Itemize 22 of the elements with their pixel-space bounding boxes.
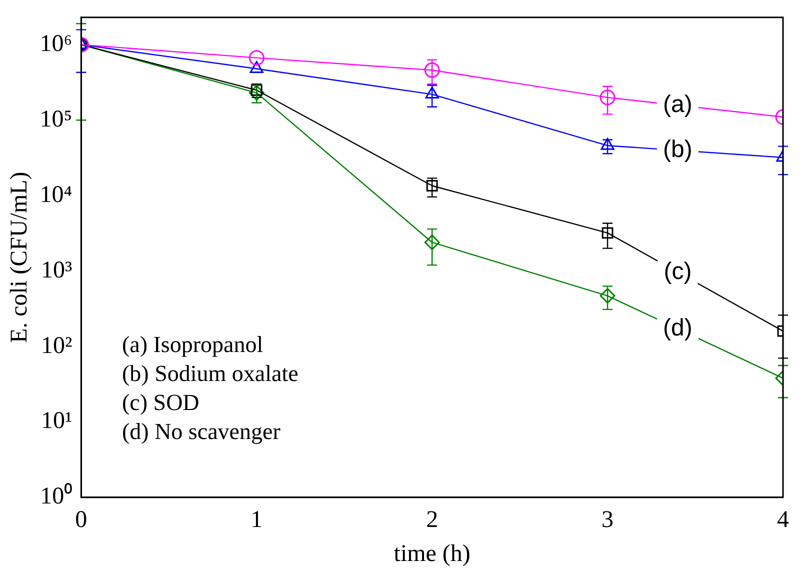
- y-tick-label: 10⁶: [40, 30, 72, 57]
- y-tick-label: 10²: [40, 332, 72, 359]
- x-tick-label: 2: [426, 507, 438, 534]
- series-label: (a): [663, 90, 692, 118]
- series-label: (c): [664, 258, 692, 285]
- annotation: (b) Sodium oxalate: [122, 360, 298, 388]
- y-tick-label: 10¹: [40, 408, 72, 434]
- x-tick-label: 4: [777, 507, 789, 534]
- y-tick-label: 10⁵: [40, 106, 72, 132]
- annotation: (a) Isopropanol: [122, 331, 264, 359]
- annotation: (c) SOD: [122, 389, 200, 417]
- y-tick-label: 10⁰: [40, 482, 72, 510]
- x-tick-label: 3: [602, 507, 614, 534]
- annotation: (d) No scavenger: [122, 418, 282, 446]
- series-label: (b): [663, 136, 692, 163]
- y-tick-label: 10⁴: [40, 182, 72, 208]
- x-axis-title: time (h): [394, 540, 470, 567]
- x-tick-label: 1: [250, 507, 263, 534]
- y-tick-label: 10³: [40, 257, 72, 284]
- y-axis-title: E. coli (CFU/mL): [6, 172, 33, 344]
- series-label: (d): [663, 314, 692, 342]
- x-tick-label: 0: [75, 507, 88, 534]
